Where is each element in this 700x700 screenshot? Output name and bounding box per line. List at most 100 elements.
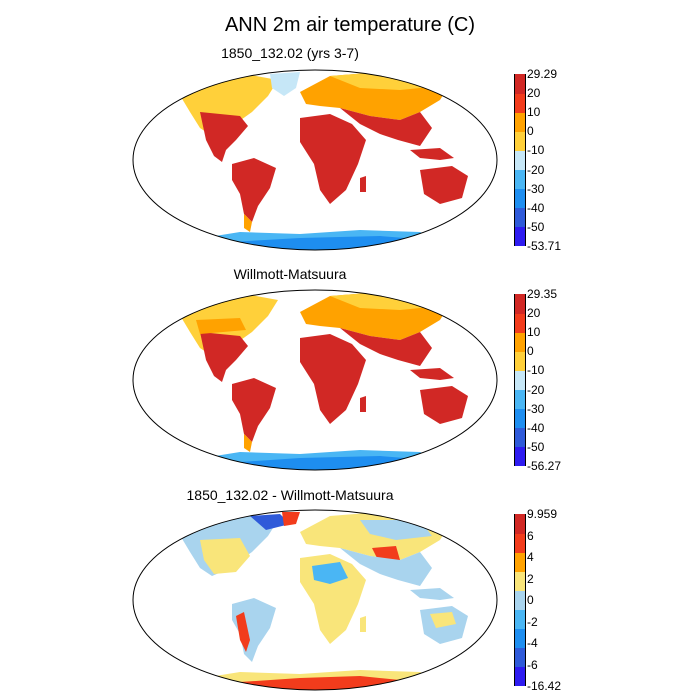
map-boundary-diff [132,509,498,691]
colorbar-tick-label: 2 [527,571,534,586]
sahara-cool [312,562,348,584]
colorbar-tick-label: -50 [527,219,545,234]
greenland [270,72,300,96]
colorbar-swatch [515,150,525,171]
antarctica-cold [400,680,432,690]
colorbar-swatch [515,74,525,94]
south-america [232,378,276,442]
colorbar-tick-label: -2 [527,614,538,629]
colorbar-tick-label: 0 [527,593,534,607]
land-fill-diff [178,512,468,690]
colorbar-swatch [515,446,525,467]
tibet [372,546,400,560]
colorbar-swatch [515,370,525,391]
se-asia-islands [410,588,454,600]
colorbar-tick-label: -50 [527,439,545,454]
south-asia [340,548,432,586]
map-panel-model [178,72,468,250]
colorbar-tick-label: -30 [527,181,545,196]
colorbar-tick-label: -10 [527,143,545,158]
madagascar [360,396,366,412]
colorbar-swatch [515,609,525,630]
colorbar-tick-label: 0 [527,124,534,139]
north-america-south [200,112,248,162]
colorbar-swatch [515,351,525,371]
south-america-tip [244,214,252,232]
north-america-patch [200,538,250,574]
colorbar-tick-label: 4 [527,550,534,564]
colorbar-swatch [515,647,525,668]
colorbar-swatch [515,533,525,553]
colorbar-tick-label: -10 [527,363,545,378]
colorbar-tick-label: 29.35 [527,287,558,301]
main-title: ANN 2m air temperature (C) [224,14,476,36]
madagascar [360,176,366,192]
colorbar-tick-label: 9.959 [527,507,558,521]
colorbar-swatch [515,427,525,448]
colorbar-swatch [515,226,525,247]
colorbar-tick-label: 20 [527,306,541,321]
colorbar-swatch [515,408,525,429]
panel-1-title: 1850_132.02 (yrs 3-7) [221,45,359,61]
land-fill-obs [178,292,468,470]
eurasia-cool [360,520,432,540]
andes [236,612,250,652]
colorbar-tick-label: -53.71 [527,239,562,253]
colorbar-swatch [515,332,525,352]
colorbar-swatch [515,590,525,611]
panel-3-title: 1850_132.02 - Willmott-Matsuura [186,487,394,503]
map-boundary-obs [132,289,498,471]
panel-2-title: Willmott-Matsuura [233,266,347,282]
colorbar-swatch [515,169,525,190]
colorbar-swatch [515,389,525,410]
madagascar [360,616,366,632]
colorbar-tick-label: -30 [527,401,545,416]
colorbar-tick-label: -16.42 [527,679,562,693]
africa [300,334,366,424]
colorbar-swatch [515,571,525,591]
colorbar-tick-label: 10 [527,105,541,120]
colorbar-tick-label: -56.27 [527,459,562,473]
north-america-south [200,332,248,382]
colorbar-tick-label: -4 [527,636,538,650]
colorbar-swatch [515,552,525,572]
colorbar-swatch [515,294,525,314]
australia [420,386,468,424]
south-america [232,158,276,222]
colorbar-tick-label: -40 [527,200,545,215]
colorbar-tick-label: 29.29 [527,67,558,81]
greenland [282,512,300,526]
colorbar-swatch [515,188,525,209]
colorbar-swatch [515,628,525,649]
colorbar-swatch [515,313,525,333]
south-america-tip [244,434,252,452]
north-america-mid [196,318,246,334]
colorbar-tick-label: -40 [527,420,545,435]
land-fill-model [178,72,468,250]
south-asia [340,328,432,366]
map-panel-diff [178,512,468,690]
map-boundary-model [132,69,498,251]
se-asia-islands [410,368,454,380]
colorbar-tick-label: -20 [527,162,545,177]
colorbar-swatch [515,131,525,151]
colorbar-tick-label: -6 [527,657,538,672]
colorbar-swatch [515,207,525,228]
colorbar-swatch [515,514,525,534]
se-asia-islands [410,148,454,160]
colorbar-swatch [515,112,525,132]
australia [420,166,468,204]
colorbar-tick-label: 20 [527,86,541,101]
australia-warm [430,612,456,628]
colorbar-swatch [515,93,525,113]
colorbar-tick-label: -20 [527,382,545,397]
colorbar-tick-label: 6 [527,528,534,543]
colorbar-swatch [515,666,525,687]
map-panel-obs [178,292,468,470]
colorbar-tick-label: 0 [527,344,534,359]
south-asia [340,108,432,146]
canada-arctic [250,514,290,530]
africa [300,114,366,204]
colorbar-tick-label: 10 [527,325,541,340]
